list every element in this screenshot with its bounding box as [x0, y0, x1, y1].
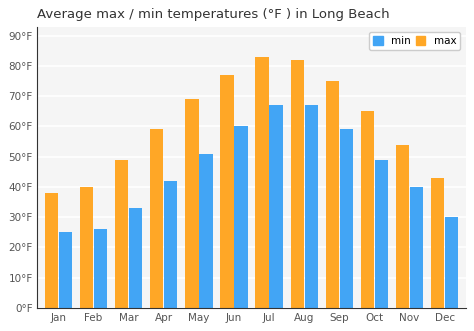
- Bar: [269, 105, 283, 308]
- Bar: [59, 232, 72, 308]
- Bar: [220, 75, 234, 308]
- Bar: [431, 178, 444, 308]
- Bar: [150, 129, 164, 308]
- Bar: [445, 217, 458, 308]
- Bar: [115, 160, 128, 308]
- Bar: [326, 81, 339, 308]
- Text: Average max / min temperatures (°F ) in Long Beach: Average max / min temperatures (°F ) in …: [37, 8, 390, 21]
- Bar: [340, 129, 353, 308]
- Bar: [305, 105, 318, 308]
- Bar: [164, 181, 177, 308]
- Bar: [199, 154, 213, 308]
- Bar: [375, 160, 388, 308]
- Bar: [291, 60, 304, 308]
- Bar: [410, 187, 423, 308]
- Bar: [45, 193, 58, 308]
- Bar: [234, 126, 248, 308]
- Bar: [396, 145, 409, 308]
- Bar: [255, 57, 269, 308]
- Bar: [80, 187, 93, 308]
- Bar: [94, 229, 107, 308]
- Bar: [361, 111, 374, 308]
- Bar: [129, 208, 142, 308]
- Legend: min, max: min, max: [369, 32, 460, 50]
- Bar: [185, 99, 199, 308]
